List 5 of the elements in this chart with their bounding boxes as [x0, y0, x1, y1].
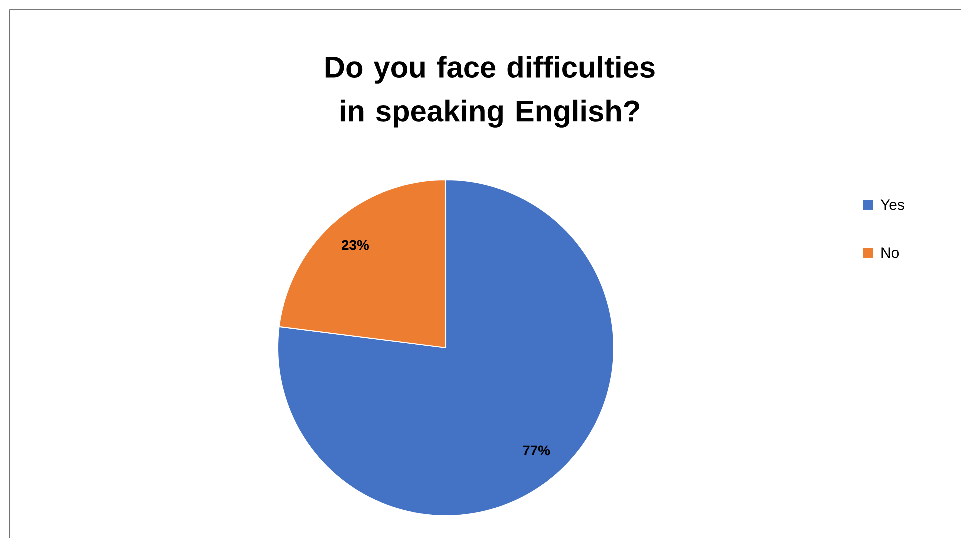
chart-title: Do you face difficulties in speaking English? — [326, 56, 655, 128]
legend-label: No — [882, 248, 899, 258]
data-label: 23% — [342, 240, 370, 250]
legend-label: Yes — [880, 200, 904, 210]
data-label: 77% — [523, 446, 550, 456]
